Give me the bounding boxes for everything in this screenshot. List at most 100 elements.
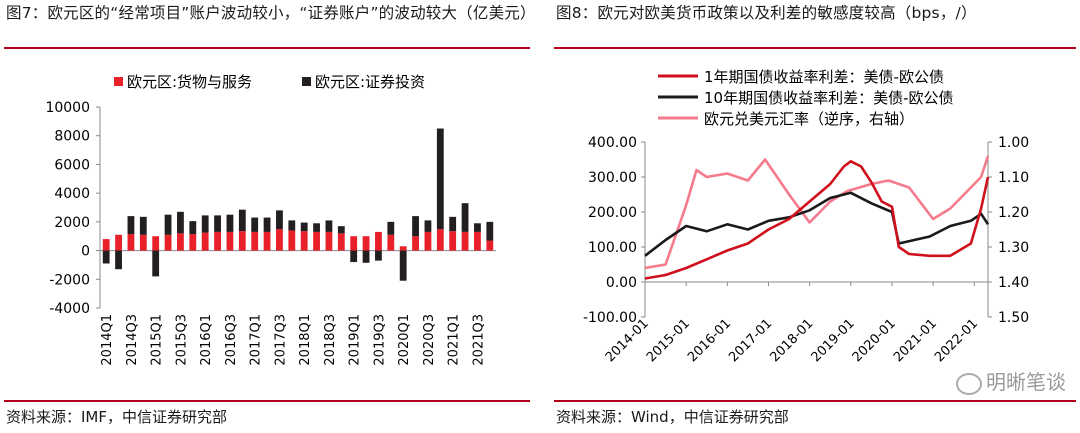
legend-label-10y: 10年期国债收益率利差：美债-欧公债 (704, 89, 954, 107)
x-tick-label: 2020Q3 (422, 314, 437, 366)
goods-services-bar (276, 229, 283, 251)
goods-services-bar (313, 231, 320, 251)
x-tick-label: 2020-01 (850, 316, 899, 365)
goods-services-bar (201, 232, 209, 251)
goods-services-bar (300, 231, 308, 251)
securities-bar (387, 221, 395, 235)
legend-label-1y: 1年期国债收益率利差：美债-欧公债 (704, 68, 944, 86)
goods-services-bar (115, 234, 122, 251)
right-chart-title: 图8：欧元对欧美货币政策以及利差的敏感度较高（bps，/） (556, 4, 977, 22)
right-y-tick-label: 1.00 (998, 135, 1029, 151)
left-y-tick-label: 300.00 (588, 170, 637, 186)
right-y-tick-label: 1.30 (998, 240, 1029, 256)
left-y-tick-label: 100.00 (588, 240, 637, 256)
securities-bar (362, 250, 370, 263)
x-tick-label: 2018Q3 (323, 314, 338, 366)
left-title-rule (4, 47, 530, 49)
right-y-tick-label: 1.50 (998, 310, 1029, 326)
goods-services-bar (164, 234, 172, 251)
securities-bar (276, 210, 283, 230)
y-tick-label: 6000 (54, 157, 90, 173)
x-tick-label: 2017Q3 (273, 314, 288, 366)
securities-bar (375, 250, 382, 261)
securities-bar (350, 250, 358, 263)
x-tick-label: 2016Q1 (199, 314, 214, 366)
wechat-icon (956, 372, 982, 395)
spread-1y-line (644, 160, 990, 280)
goods-services-bar (449, 231, 457, 251)
y-tick-label: -4000 (49, 301, 90, 317)
x-tick-label: 2018Q1 (298, 314, 313, 366)
line-chart: 400.00 300.00 200.00 100.00 0.00 -100.00 1.00 1… (583, 68, 1029, 365)
securities-bar (399, 250, 407, 281)
goods-services-bar (288, 230, 296, 251)
x-tick-label: 2015Q1 (150, 314, 165, 366)
x-tick-label: 2015Q3 (174, 314, 189, 366)
x-tick-label: 2016-01 (685, 316, 734, 365)
goods-services-bar (325, 231, 333, 251)
y-tick-label: 4000 (54, 186, 90, 202)
securities-bar (164, 214, 172, 235)
goods-services-bar (127, 234, 135, 251)
y-tick-label: -2000 (49, 272, 90, 288)
x-tick-label: 2015-01 (644, 316, 693, 365)
bar-chart: 10000 8000 6000 4000 2000 0 -2000 -4000 2014Q1 20… (45, 73, 496, 366)
securities-bar (115, 250, 122, 270)
legend-swatch-securities (302, 77, 311, 86)
left-chart-title: 图7：欧元区的“经常项目”账户波动较小，“证券账户”的波动较大（亿美元） (6, 4, 536, 22)
x-tick-label: 2019Q3 (372, 314, 387, 366)
goods-services-bar (102, 239, 110, 251)
securities-bar (288, 220, 296, 231)
x-tick-label: 2021Q3 (471, 314, 486, 366)
securities-bar (486, 221, 494, 241)
right-chart-panel: 图8：欧元对欧美货币政策以及利差的敏感度较高（bps，/） 400.00 300.… (554, 0, 1076, 433)
securities-bar (214, 215, 221, 232)
x-tick-label: 2021-01 (891, 316, 940, 365)
goods-services-bar (461, 231, 469, 251)
left-y-tick-label: -100.00 (583, 310, 637, 326)
left-source-rule (4, 400, 530, 402)
securities-bar (189, 221, 197, 235)
x-tick-label: 2016Q3 (224, 314, 239, 366)
y-tick-label: 0 (81, 244, 90, 260)
securities-bar (102, 250, 110, 264)
securities-bar (251, 217, 259, 232)
y-tick-label: 2000 (54, 215, 90, 231)
goods-services-bar (399, 246, 407, 251)
goods-services-bar (152, 236, 160, 251)
left-chart-panel: 图7：欧元区的“经常项目”账户波动较小，“证券账户”的波动较大（亿美元） 100… (4, 0, 536, 433)
goods-services-bar (139, 234, 147, 251)
goods-services-bar (238, 231, 246, 251)
goods-services-bar (337, 233, 345, 251)
y-tick-label: 8000 (54, 129, 90, 145)
y-tick-label: 10000 (45, 100, 90, 116)
x-tick-label: 2020Q1 (397, 314, 412, 366)
x-tick-label: 2019Q1 (348, 314, 363, 366)
x-tick-label: 2018-01 (767, 316, 816, 365)
left-y-tick-label: 400.00 (588, 135, 637, 151)
x-tick-label: 2022-01 (932, 316, 981, 365)
right-y-tick-label: 1.20 (998, 205, 1029, 221)
goods-services-bar (486, 240, 494, 251)
securities-bar (436, 128, 444, 230)
left-source-note: 资料来源：IMF，中信证券研究部 (6, 408, 227, 426)
goods-services-bar (350, 236, 358, 251)
goods-services-bar (436, 229, 444, 251)
goods-services-bar (263, 231, 271, 251)
goods-services-bar (375, 231, 382, 251)
securities-bar (127, 216, 135, 235)
spread-10y-line (644, 191, 990, 257)
securities-bar (226, 214, 234, 232)
securities-bar (238, 209, 246, 232)
watermark: 明晰笔谈 (956, 366, 1066, 395)
x-tick-label: 2021Q1 (447, 314, 462, 366)
securities-bar (201, 215, 209, 233)
securities-bar (461, 203, 469, 232)
right-source-rule (554, 400, 1076, 402)
legend-label-goods: 欧元区:货物与服务 (127, 73, 252, 91)
goods-services-bar (412, 236, 419, 251)
goods-services-bar (362, 236, 370, 251)
right-y-tick-label: 1.40 (998, 275, 1029, 291)
x-tick-label: 2014Q1 (100, 314, 115, 366)
x-tick-label: 2017-01 (726, 316, 775, 365)
